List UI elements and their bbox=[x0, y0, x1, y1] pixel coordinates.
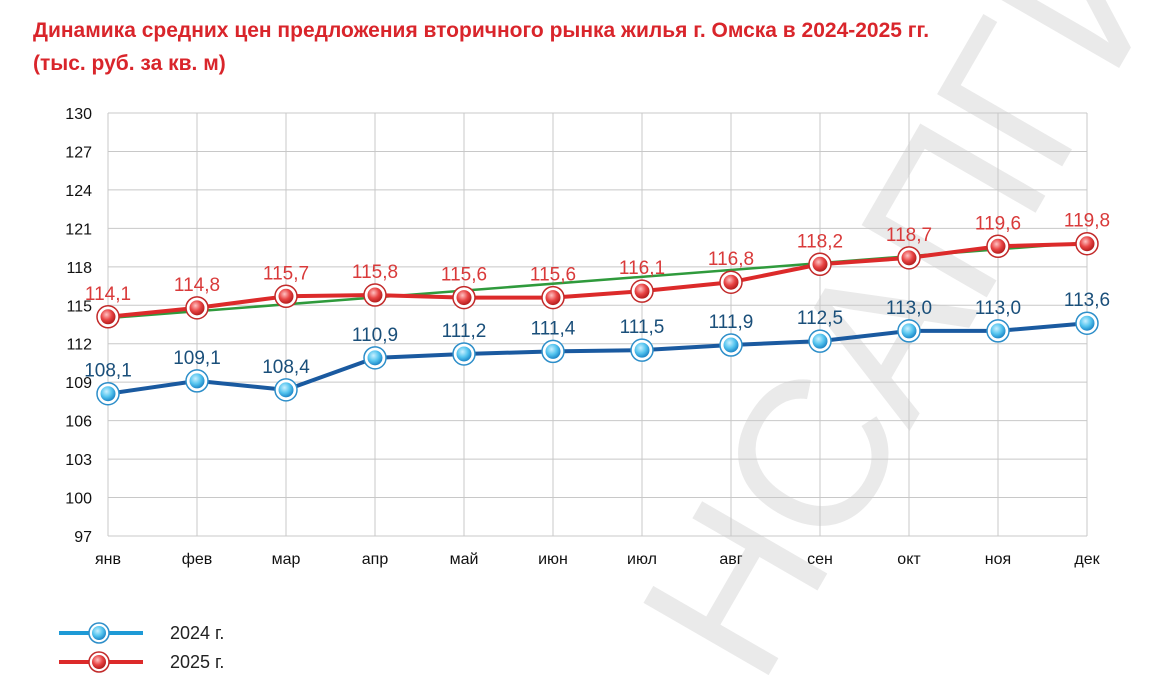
label-2024: 112,5 bbox=[797, 308, 843, 329]
x-tick-label: апр bbox=[362, 551, 389, 568]
x-tick-label: дек bbox=[1074, 551, 1100, 568]
x-tick-label: июл bbox=[627, 551, 657, 568]
marker-point bbox=[990, 323, 1006, 339]
series bbox=[96, 231, 1099, 406]
marker-point bbox=[278, 288, 294, 304]
x-tick-label: май bbox=[450, 551, 479, 568]
marker-point bbox=[545, 290, 561, 306]
label-2024: 113,0 bbox=[886, 298, 932, 319]
legend: 2024 г. 2025 г. bbox=[59, 622, 224, 673]
marker-point bbox=[189, 300, 205, 316]
marker-point bbox=[901, 323, 917, 339]
label-2025: 115,7 bbox=[263, 263, 309, 284]
label-2024: 111,4 bbox=[531, 318, 576, 339]
y-tick-label: 112 bbox=[66, 337, 92, 354]
label-2025: 114,1 bbox=[85, 284, 131, 305]
marker-point bbox=[189, 373, 205, 389]
marker-point bbox=[812, 256, 828, 272]
x-tick-label: авг bbox=[719, 551, 742, 568]
label-2025: 115,6 bbox=[530, 265, 576, 286]
y-tick-label: 97 bbox=[74, 529, 92, 546]
label-2025: 116,1 bbox=[619, 258, 665, 279]
marker-point bbox=[367, 350, 383, 366]
marker-point bbox=[1079, 315, 1095, 331]
x-tick-label: янв bbox=[95, 551, 121, 568]
axes: 97 100 103 106 109 112 115 118 121 124 127 130 янв фе… bbox=[65, 106, 1100, 568]
label-2025: 118,2 bbox=[797, 231, 843, 252]
y-tick-label: 115 bbox=[66, 298, 92, 315]
label-2024: 109,1 bbox=[173, 348, 221, 369]
legend-label: 2025 г. bbox=[170, 652, 224, 672]
label-2025: 115,6 bbox=[441, 265, 487, 286]
marker-point bbox=[990, 238, 1006, 254]
series-line-1 bbox=[107, 241, 1088, 319]
label-2025: 115,8 bbox=[352, 262, 398, 283]
label-2024: 111,9 bbox=[709, 312, 754, 333]
label-2025: 116,8 bbox=[708, 249, 754, 270]
chart-title: Динамика средних цен предложения вторичн… bbox=[33, 14, 929, 80]
label-2024: 113,0 bbox=[975, 298, 1021, 319]
x-tick-label: ноя bbox=[985, 551, 1011, 568]
legend-marker bbox=[92, 626, 106, 640]
marker-point bbox=[456, 346, 472, 362]
x-tick-label: сен bbox=[807, 551, 833, 568]
label-2025: 114,8 bbox=[174, 275, 220, 296]
legend-label: 2024 г. bbox=[170, 623, 224, 643]
marker-point bbox=[723, 337, 739, 353]
y-tick-label: 103 bbox=[65, 452, 92, 469]
marker-point bbox=[100, 309, 116, 325]
chart-title-line2: (тыс. руб. за кв. м) bbox=[33, 52, 226, 75]
label-2024: 113,6 bbox=[1064, 290, 1110, 311]
x-tick-label: мар bbox=[272, 551, 301, 568]
y-tick-label: 121 bbox=[65, 221, 92, 238]
marker-point bbox=[901, 250, 917, 266]
marker-point bbox=[723, 274, 739, 290]
x-tick-label: окт bbox=[897, 551, 921, 568]
label-2024: 111,5 bbox=[620, 317, 665, 338]
marker-point bbox=[100, 386, 116, 402]
x-tick-label: июн bbox=[538, 551, 568, 568]
y-tick-label: 106 bbox=[65, 414, 92, 431]
marker-point bbox=[634, 283, 650, 299]
label-2024: 111,2 bbox=[442, 321, 487, 342]
marker-point bbox=[545, 343, 561, 359]
marker-point bbox=[367, 287, 383, 303]
y-tick-label: 124 bbox=[65, 183, 92, 200]
y-tick-label: 127 bbox=[65, 144, 92, 161]
marker-point bbox=[812, 333, 828, 349]
label-2025: 119,8 bbox=[1064, 211, 1110, 232]
data-labels: 108,1 109,1 108,4 110,9 111,2 111,4 111,5 111,9… bbox=[84, 211, 1110, 382]
label-2025: 118,7 bbox=[886, 225, 932, 246]
marker-point bbox=[634, 342, 650, 358]
marker-point bbox=[1079, 236, 1095, 252]
y-tick-label: 109 bbox=[65, 375, 92, 392]
label-2024: 110,9 bbox=[352, 325, 398, 346]
label-2024: 108,1 bbox=[84, 361, 132, 382]
label-2025: 119,6 bbox=[975, 213, 1021, 234]
y-tick-label: 100 bbox=[65, 491, 92, 508]
y-tick-label: 130 bbox=[65, 106, 92, 123]
marker-point bbox=[456, 290, 472, 306]
y-tick-label: 118 bbox=[66, 260, 92, 277]
x-tick-label: фев bbox=[182, 551, 213, 568]
label-2024: 108,4 bbox=[262, 357, 310, 378]
series-line-0 bbox=[107, 321, 1088, 396]
chart-title-line1: Динамика средних цен предложения вторичн… bbox=[33, 19, 930, 42]
legend-marker bbox=[92, 655, 106, 669]
marker-point bbox=[278, 382, 294, 398]
